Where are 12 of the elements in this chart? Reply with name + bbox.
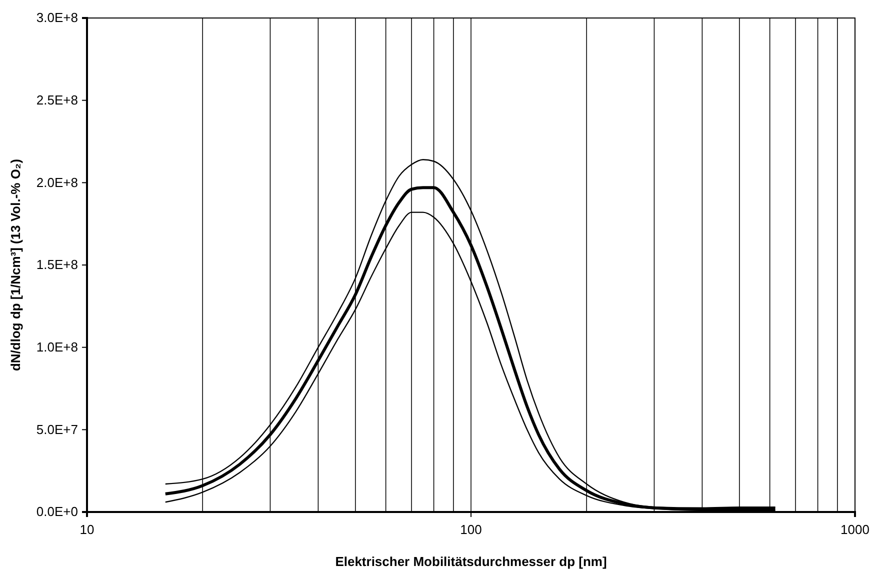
y-tick-label: 1.0E+8 [36,339,78,354]
x-tick-label: 10 [80,522,94,538]
x-tick-label: 100 [460,522,482,538]
x-tick-label: 1000 [840,522,870,538]
y-tick-label: 2.0E+8 [36,174,78,190]
y-tick-label: 2.5E+8 [36,92,78,108]
y-tick-label: 3.0E+8 [36,10,78,26]
y-tick-label: 1.5E+8 [36,257,78,272]
y-axis-title: dN/dlog dp [1/Ncm³] (13 Vol.-% O₂) [8,158,23,372]
x-axis-title: Elektrischer Mobilitätsdurchmesser dp [nm] [335,554,607,569]
y-tick-label: 5.0E+7 [36,422,78,437]
y-tick-label: 0.0E+0 [36,504,78,520]
